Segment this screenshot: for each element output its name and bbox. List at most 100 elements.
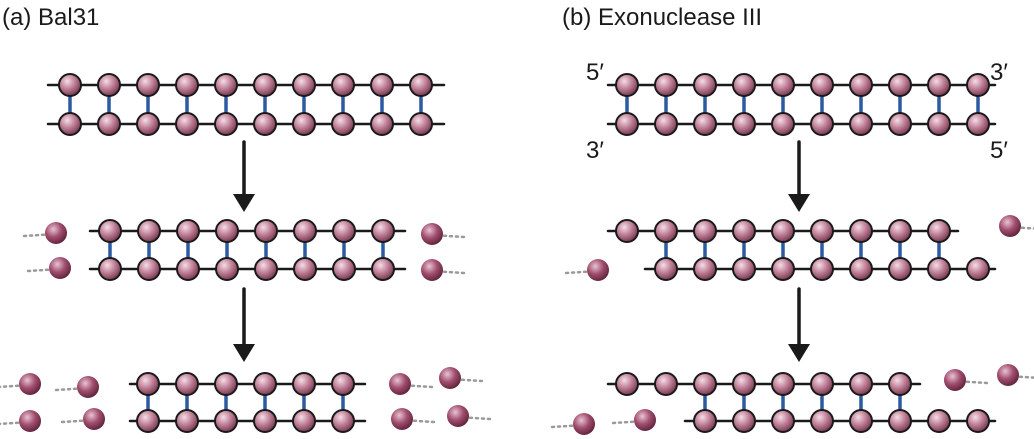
top-strand-nucleotide — [371, 219, 395, 243]
bottom-strand-nucleotide — [810, 112, 834, 136]
panel-a-title: (a) Bal31 — [2, 4, 100, 31]
bottom-strand-nucleotide — [331, 112, 355, 136]
bottom-strand-nucleotide — [331, 409, 355, 433]
bottom-strand-nucleotide — [810, 409, 834, 433]
bottom-strand-nucleotide — [292, 112, 316, 136]
top-strand-nucleotide — [370, 73, 394, 97]
top-strand-nucleotide — [175, 372, 199, 396]
panel-b-step1-released-nucleotide — [999, 215, 1034, 237]
top-strand-nucleotide — [292, 73, 316, 97]
released-nucleotide — [999, 215, 1021, 237]
released-nucleotide — [447, 405, 469, 427]
bottom-strand-nucleotide — [771, 409, 795, 433]
panel-a-step1-released-nucleotide — [26, 257, 71, 279]
arrow-head — [233, 194, 255, 212]
panel-a-step2-released-nucleotide — [439, 367, 484, 389]
bottom-strand-nucleotide — [97, 112, 121, 136]
top-strand-nucleotide — [253, 372, 277, 396]
panel-b-top-left-end-label: 5′ — [586, 59, 604, 86]
top-strand-nucleotide — [810, 73, 834, 97]
panel-a-step2-released-nucleotide — [54, 376, 99, 398]
panel-a-step2-released-nucleotide — [447, 405, 492, 427]
top-strand-nucleotide — [771, 372, 795, 396]
released-nucleotide — [49, 257, 71, 279]
bottom-strand-nucleotide — [849, 257, 873, 281]
top-strand-nucleotide — [615, 73, 639, 97]
bottom-strand-nucleotide — [810, 257, 834, 281]
released-nucleotide — [587, 259, 609, 281]
released-nucleotide — [391, 408, 413, 430]
bottom-strand-nucleotide — [693, 409, 717, 433]
top-strand-nucleotide — [654, 219, 678, 243]
panel-a-step1-released-nucleotide — [421, 259, 466, 281]
top-strand-nucleotide — [215, 219, 239, 243]
released-nucleotide — [634, 409, 656, 431]
bottom-strand-nucleotide — [293, 257, 317, 281]
bottom-strand-nucleotide — [654, 112, 678, 136]
top-strand-nucleotide — [654, 372, 678, 396]
panel-a-step2-released-nucleotide — [0, 410, 41, 432]
bottom-strand-nucleotide — [253, 409, 277, 433]
top-strand-nucleotide — [693, 73, 717, 97]
panel-a-intact-dna — [46, 73, 446, 136]
panel-b-step2-released-nucleotide — [611, 409, 656, 431]
panel-a-step1-released-nucleotide — [22, 222, 67, 244]
bottom-strand-nucleotide — [966, 257, 990, 281]
top-strand-nucleotide — [693, 372, 717, 396]
top-strand-nucleotide — [331, 372, 355, 396]
top-strand-nucleotide — [888, 73, 912, 97]
released-nucleotide — [19, 373, 41, 395]
bottom-strand-nucleotide — [137, 257, 161, 281]
top-strand-nucleotide — [615, 372, 639, 396]
top-strand-nucleotide — [927, 219, 951, 243]
top-strand-nucleotide — [693, 219, 717, 243]
bottom-strand-nucleotide — [888, 409, 912, 433]
top-strand-nucleotide — [927, 73, 951, 97]
top-strand-nucleotide — [732, 73, 756, 97]
panel-a-step1-arrow — [233, 140, 255, 212]
top-strand-nucleotide — [849, 372, 873, 396]
panel-b-step1-released-nucleotide — [564, 259, 609, 281]
bottom-strand-nucleotide — [732, 112, 756, 136]
top-strand-nucleotide — [810, 372, 834, 396]
top-strand-nucleotide — [98, 219, 122, 243]
top-strand-nucleotide — [654, 73, 678, 97]
bottom-strand-nucleotide — [371, 257, 395, 281]
released-nucleotide — [389, 373, 411, 395]
top-strand-nucleotide — [58, 73, 82, 97]
top-strand-nucleotide — [849, 73, 873, 97]
released-nucleotide — [573, 413, 595, 435]
panel-a-step2-released-nucleotide — [60, 408, 105, 430]
panel-b-graphic — [550, 73, 1034, 435]
top-strand-nucleotide — [849, 219, 873, 243]
bottom-strand-nucleotide — [214, 409, 238, 433]
bottom-strand-nucleotide — [215, 257, 239, 281]
bottom-strand-nucleotide — [254, 257, 278, 281]
panel-b-step1-arrow — [788, 140, 810, 212]
bottom-strand-nucleotide — [732, 409, 756, 433]
arrow-head — [233, 344, 255, 362]
bottom-strand-nucleotide — [849, 112, 873, 136]
bottom-strand-nucleotide — [253, 112, 277, 136]
bottom-strand-nucleotide — [693, 112, 717, 136]
bottom-strand-nucleotide — [370, 112, 394, 136]
bottom-strand-nucleotide — [615, 112, 639, 136]
released-nucleotide — [421, 223, 443, 245]
released-nucleotide — [944, 369, 966, 391]
panel-b-step2-released-nucleotide — [550, 413, 595, 435]
panel-b-step1-dna — [606, 219, 997, 281]
top-strand-nucleotide — [136, 372, 160, 396]
top-strand-nucleotide — [615, 219, 639, 243]
bottom-strand-nucleotide — [927, 112, 951, 136]
bottom-strand-nucleotide — [176, 257, 200, 281]
top-strand-nucleotide — [332, 219, 356, 243]
released-nucleotide — [19, 410, 41, 432]
bottom-strand-nucleotide — [849, 409, 873, 433]
bottom-strand-nucleotide — [175, 409, 199, 433]
panel-b-top-right-end-label: 3′ — [990, 59, 1008, 86]
top-strand-nucleotide — [175, 73, 199, 97]
top-strand-nucleotide — [136, 73, 160, 97]
top-strand-nucleotide — [97, 73, 121, 97]
panel-a-step2-released-nucleotide — [391, 408, 436, 430]
